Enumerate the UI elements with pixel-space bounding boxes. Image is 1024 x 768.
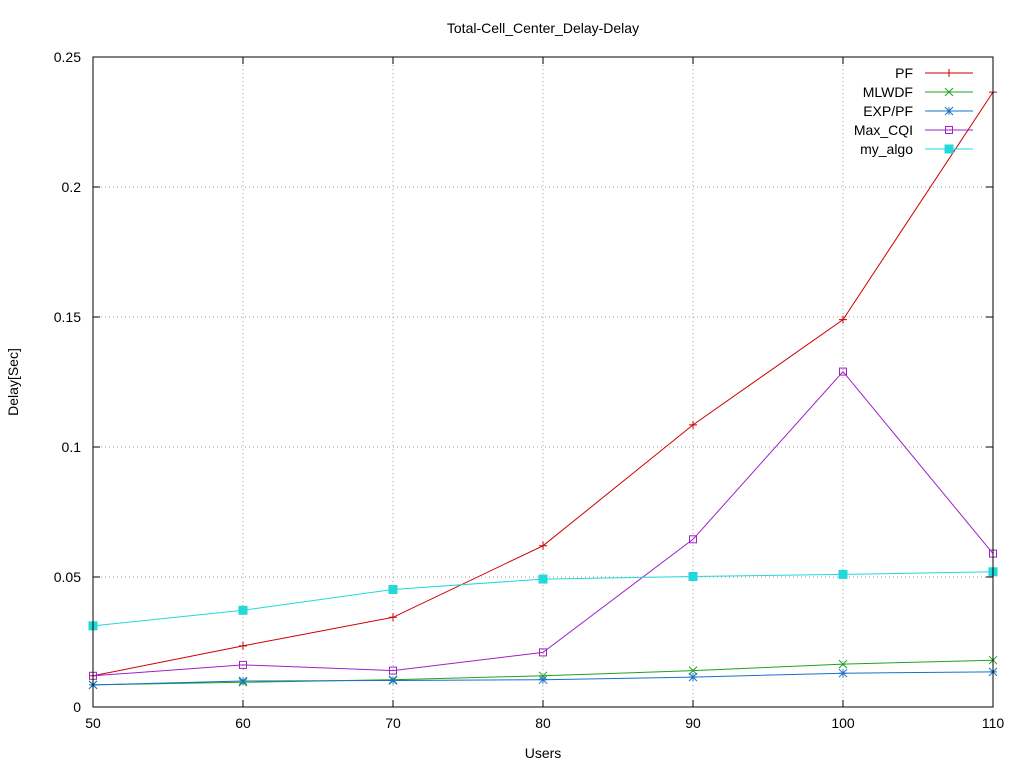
data-point xyxy=(944,87,954,97)
data-point xyxy=(539,541,547,550)
data-point xyxy=(839,315,847,324)
grid xyxy=(93,57,993,707)
filled-square-marker xyxy=(238,605,248,615)
plus-marker xyxy=(239,641,247,650)
chart-title: Total-Cell_Center_Delay-Delay xyxy=(447,20,639,36)
data-point xyxy=(388,584,398,594)
series-max-cqi xyxy=(89,367,997,680)
filled-square-marker xyxy=(944,144,954,154)
data-point xyxy=(238,676,248,686)
cross-marker xyxy=(944,87,954,97)
data-point xyxy=(688,666,698,675)
legend-item: my_algo xyxy=(860,141,973,157)
filled-square-marker xyxy=(538,574,548,584)
data-point xyxy=(839,367,847,376)
plus-marker xyxy=(389,613,397,622)
y-tick-label: 0.1 xyxy=(62,439,82,455)
open-square-marker xyxy=(945,126,953,134)
filled-square-marker xyxy=(688,571,698,581)
series-lines xyxy=(88,88,998,690)
data-point xyxy=(945,126,953,134)
y-tick-label: 0.05 xyxy=(54,569,81,585)
data-point xyxy=(838,668,848,678)
cross-marker xyxy=(688,666,698,675)
legend-item: MLWDF xyxy=(863,84,973,100)
plus-marker xyxy=(945,69,953,77)
y-tick-label: 0.2 xyxy=(62,179,82,195)
data-point xyxy=(945,69,953,77)
open-square-marker xyxy=(389,666,397,675)
data-point xyxy=(389,666,397,675)
open-square-marker xyxy=(839,367,847,376)
series-line xyxy=(92,91,994,677)
x-tick-label: 70 xyxy=(385,715,401,731)
legend-label: PF xyxy=(895,65,913,81)
plus-marker xyxy=(689,420,697,429)
series-pf xyxy=(89,88,997,680)
legend-item: EXP/PF xyxy=(863,103,973,119)
open-square-marker xyxy=(539,648,547,657)
data-point xyxy=(538,675,548,685)
data-point xyxy=(688,672,698,682)
y-axis-label: Delay[Sec] xyxy=(5,348,21,416)
x-tick-label: 100 xyxy=(831,715,855,731)
legend-label: my_algo xyxy=(860,141,913,157)
legend-label: MLWDF xyxy=(863,84,913,100)
x-tick-label: 80 xyxy=(535,715,551,731)
filled-square-marker xyxy=(388,584,398,594)
data-point xyxy=(944,144,954,154)
y-tick-label: 0.15 xyxy=(54,309,81,325)
star-marker xyxy=(538,675,548,685)
data-point xyxy=(838,659,848,669)
y-tick-label: 0 xyxy=(73,699,81,715)
data-point xyxy=(688,571,698,581)
filled-square-marker xyxy=(838,569,848,579)
plus-marker xyxy=(839,315,847,324)
x-tick-label: 60 xyxy=(235,715,251,731)
x-tick-label: 50 xyxy=(85,715,101,731)
data-point xyxy=(389,613,397,622)
star-marker xyxy=(238,676,248,686)
star-marker xyxy=(688,672,698,682)
data-point xyxy=(538,574,548,584)
open-square-marker xyxy=(239,660,247,669)
plus-marker xyxy=(539,541,547,550)
legend-label: EXP/PF xyxy=(863,103,913,119)
y-tick-label: 0.25 xyxy=(54,49,81,65)
x-axis-label: Users xyxy=(525,745,562,761)
data-point xyxy=(239,660,247,669)
data-point xyxy=(944,106,954,116)
data-point xyxy=(689,420,697,429)
star-marker xyxy=(388,676,398,685)
data-point xyxy=(838,569,848,579)
data-point xyxy=(689,535,697,544)
legend-item: Max_CQI xyxy=(854,122,973,138)
x-tick-label: 90 xyxy=(685,715,701,731)
plot-frame xyxy=(92,56,994,708)
star-marker xyxy=(838,668,848,678)
data-point xyxy=(238,605,248,615)
open-square-marker xyxy=(689,535,697,544)
x-tick-label: 110 xyxy=(982,715,1005,731)
legend-label: Max_CQI xyxy=(854,122,913,138)
star-marker xyxy=(944,106,954,116)
legend-item: PF xyxy=(895,65,973,81)
series-line xyxy=(92,370,994,677)
cross-marker xyxy=(838,659,848,669)
legend: PF MLWDF EXP/PF Max_CQI my_algo xyxy=(854,65,973,157)
data-point xyxy=(239,641,247,650)
axis-ticks: 50 60 70 80 90 100 110 0 0.05 0.1 0.15 0.2 0.25 xyxy=(54,49,1005,731)
data-point xyxy=(539,648,547,657)
data-point xyxy=(388,676,398,685)
